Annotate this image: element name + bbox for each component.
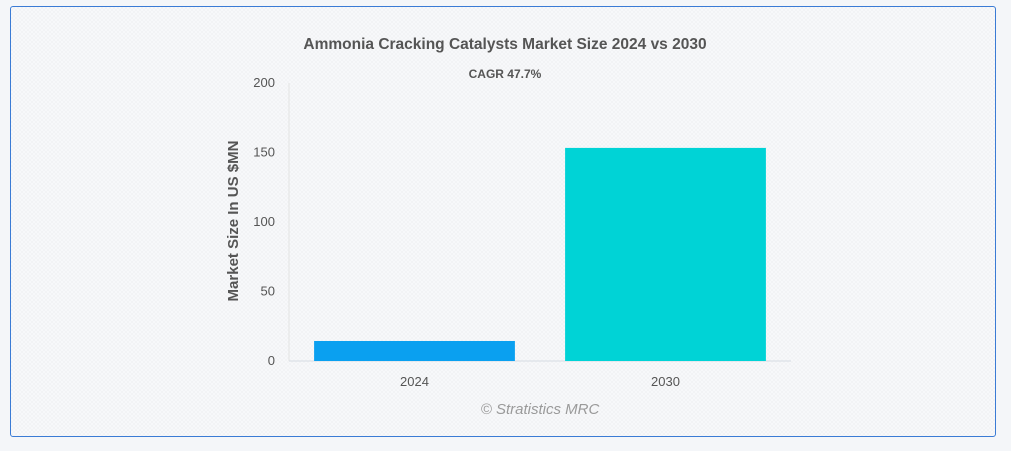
- chart-frame: [10, 6, 996, 437]
- chart-title: Ammonia Cracking Catalysts Market Size 2…: [303, 36, 706, 53]
- y-tick-label: 50: [261, 284, 275, 299]
- x-tick-labels: 2024 2030: [400, 374, 680, 389]
- credit-text: © Stratistics MRC: [481, 401, 600, 418]
- y-tick-labels: 0 50 100 150 200: [253, 75, 275, 368]
- cagr-annotation: CAGR 47.7%: [469, 67, 542, 81]
- y-tick-label: 200: [253, 75, 275, 90]
- bar-2024[interactable]: [314, 340, 515, 361]
- x-tick-label: 2030: [651, 374, 680, 389]
- y-tick-label: 100: [253, 214, 275, 229]
- y-axis-label: Market Size In US $MN: [225, 141, 242, 302]
- y-tick-label: 0: [268, 353, 275, 368]
- x-tick-label: 2024: [400, 374, 429, 389]
- bar-2030[interactable]: [565, 147, 766, 361]
- y-tick-label: 150: [253, 145, 275, 160]
- bars: [314, 147, 766, 361]
